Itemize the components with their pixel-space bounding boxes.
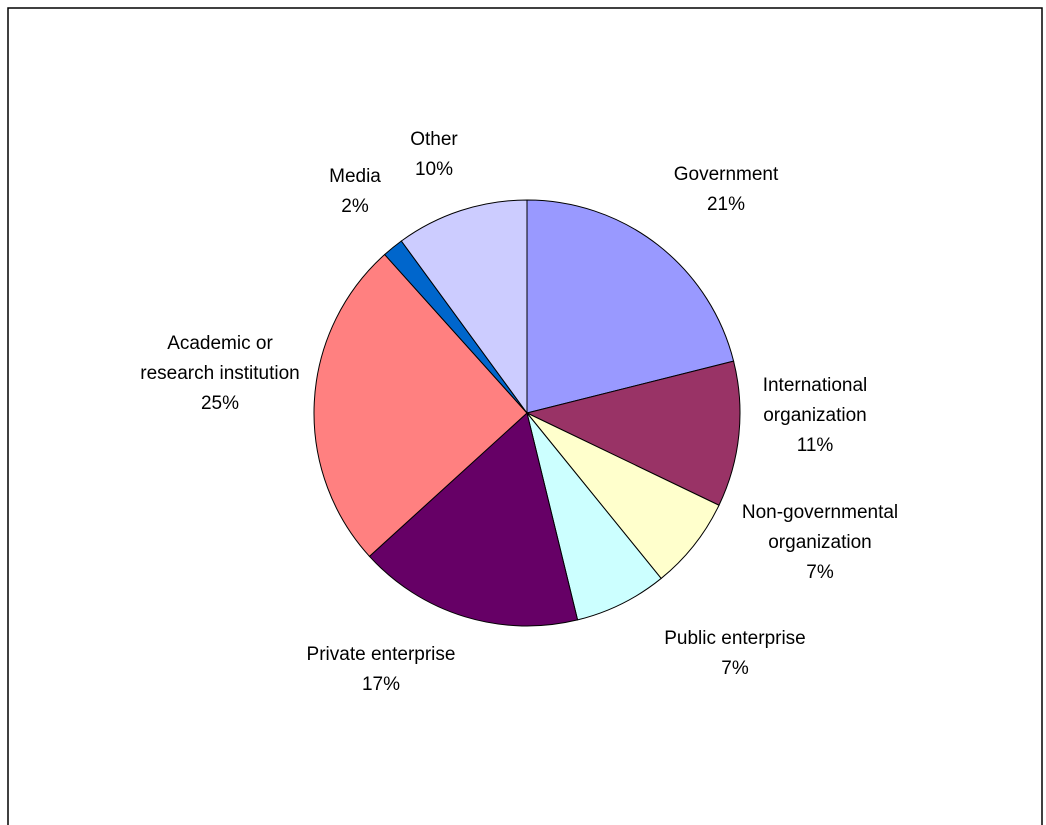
slice-label-1: International organization 11% [763, 375, 868, 456]
slice-name-line-3-0: Public enterprise [664, 628, 806, 649]
slice-name-line-2-0: Non-governmental [742, 502, 898, 523]
pie-slice-7 [400, 199, 528, 415]
slice-name-line-0-0: Government [674, 164, 779, 185]
slice-name-line-1-0: International [763, 375, 868, 396]
slice-name-line-2-1: organization [768, 532, 872, 553]
slice-label-5: Academic or research institution 25% [140, 333, 299, 414]
slice-percent-5: 25% [201, 393, 239, 414]
slice-percent-2: 7% [806, 562, 834, 583]
slice-name-line-1-1: organization [763, 405, 867, 426]
slice-name-line-6-0: Media [329, 166, 381, 187]
slice-label-4: Private enterprise 17% [307, 644, 456, 695]
pie-slice-1 [525, 360, 741, 506]
slice-name-line-5-0: Academic or [167, 333, 273, 354]
pie-slice-4 [368, 412, 579, 627]
pie-slices [313, 199, 741, 627]
pie-slice-0 [526, 199, 735, 414]
slice-label-7: Other 10% [410, 129, 458, 180]
slice-percent-0: 21% [707, 194, 745, 215]
slice-percent-3: 7% [721, 658, 749, 679]
slice-percent-6: 2% [341, 196, 369, 217]
slice-name-line-7-0: Other [410, 129, 458, 150]
pie-labels: Government 21% International organization 11… [140, 129, 898, 695]
slice-name-line-4-0: Private enterprise [307, 644, 456, 665]
slice-percent-4: 17% [362, 674, 400, 695]
slice-name-line-5-1: research institution [140, 363, 299, 384]
slice-percent-7: 10% [415, 159, 453, 180]
slice-label-2: Non-governmental organization 7% [742, 502, 898, 583]
slice-label-3: Public enterprise 7% [664, 628, 806, 679]
slice-percent-1: 11% [797, 435, 834, 456]
pie-slice-5 [313, 253, 528, 558]
slice-label-6: Media 2% [329, 166, 381, 217]
slice-label-0: Government 21% [674, 164, 779, 215]
